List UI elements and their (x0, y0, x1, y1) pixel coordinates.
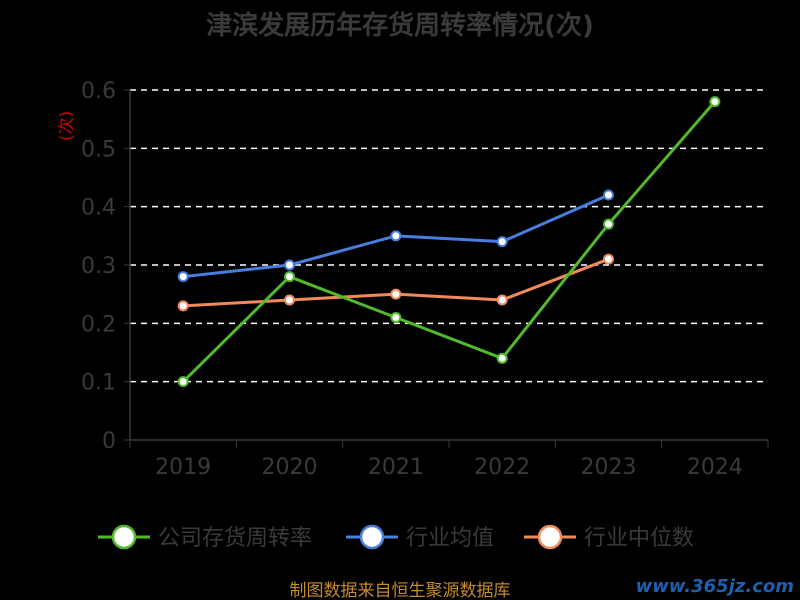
data-point (284, 271, 295, 283)
data-point (603, 218, 614, 230)
grid (130, 89, 768, 383)
data-point (390, 312, 402, 323)
x-tick-label: 2022 (474, 455, 530, 480)
legend-label-0: 公司存货周转率 (158, 526, 312, 551)
legend-marker-2 (537, 524, 563, 550)
y-tick-label: 0.1 (81, 371, 116, 396)
y-tick-label: 0.5 (81, 137, 116, 162)
y-tick-label: 0.2 (81, 312, 116, 337)
x-tick-label: 2023 (581, 455, 637, 480)
data-point (284, 259, 295, 271)
series-line-0 (182, 100, 716, 383)
x-tick-label: 2024 (687, 455, 743, 480)
legend: 公司存货周转率 行业均值 行业中位数 (98, 524, 694, 551)
legend-label-2: 行业中位数 (584, 526, 694, 551)
x-tick-label: 2021 (368, 455, 424, 480)
data-point (177, 300, 189, 312)
data-point (496, 352, 508, 364)
y-tick-label: 0.3 (81, 254, 116, 279)
legend-label-1: 行业均值 (406, 526, 494, 551)
data-point (496, 294, 508, 306)
data-point (284, 294, 295, 306)
y-axis-unit-label: (次) (57, 111, 77, 141)
legend-marker-0 (111, 524, 137, 550)
data-point (496, 236, 508, 248)
series-lines (177, 96, 721, 388)
legend-marker-1 (359, 524, 385, 550)
y-tick-label: 0.6 (81, 79, 116, 104)
data-point (390, 288, 402, 300)
y-tick-label: 0 (102, 429, 116, 454)
y-tick-label: 0.4 (81, 196, 116, 221)
source-note: 制图数据来自恒生聚源数据库 (290, 581, 511, 600)
data-point (709, 96, 721, 108)
data-point (177, 271, 189, 283)
axes: 0 0.1 0.2 0.3 0.4 0.5 0.6 2019 2020 2021 2022 2023 2… (81, 79, 769, 480)
x-tick-label: 2020 (262, 455, 318, 480)
watermark: www.365jz.com (636, 576, 794, 597)
data-point (603, 253, 614, 265)
x-tick-label: 2019 (155, 455, 211, 480)
data-point (390, 230, 402, 242)
chart-title: 津滨发展历年存货周转率情况(次) (206, 10, 594, 41)
data-point (177, 376, 189, 388)
data-point (603, 189, 614, 201)
